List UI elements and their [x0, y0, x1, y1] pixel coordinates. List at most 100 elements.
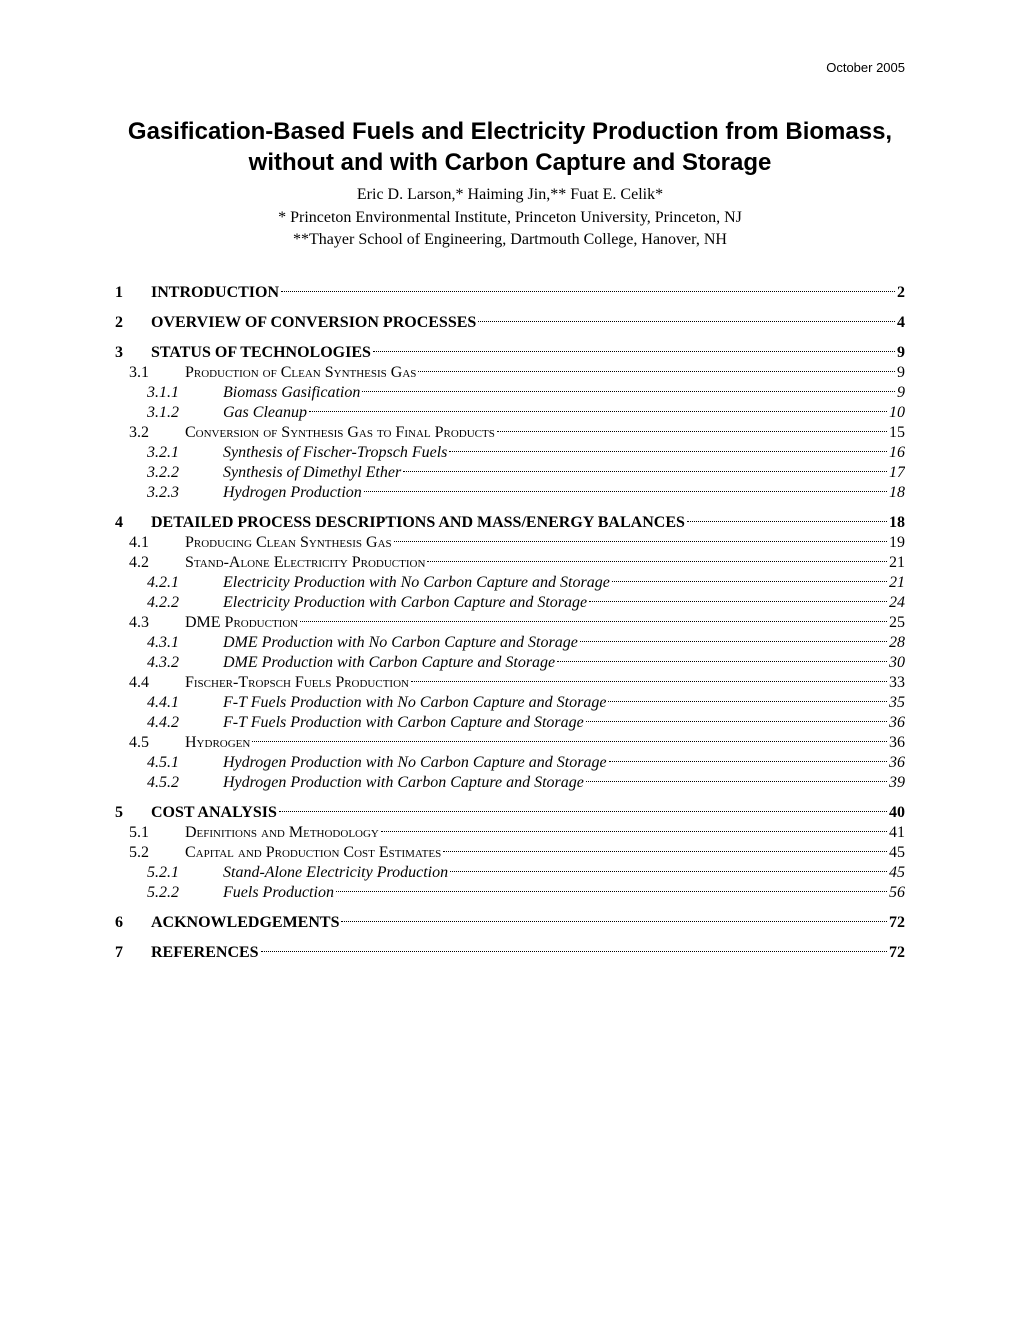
- toc-entry[interactable]: 4.4.2F-T Fuels Production with Carbon Ca…: [115, 714, 905, 732]
- toc-entry-number: 3.2.2: [147, 464, 223, 482]
- toc-entry-page: 72: [889, 914, 905, 932]
- toc-entry[interactable]: 3.1Production of Clean Synthesis Gas 9: [115, 364, 905, 382]
- toc-entry-label: Conversion of Synthesis Gas to Final Pro…: [185, 424, 495, 442]
- toc-leader: [449, 451, 887, 452]
- toc-entry[interactable]: 3.1.1Biomass Gasification 9: [115, 384, 905, 402]
- toc-entry-label: DME Production with Carbon Capture and S…: [223, 654, 555, 672]
- header-date: October 2005: [826, 60, 905, 75]
- toc-entry[interactable]: 4.4.1F-T Fuels Production with No Carbon…: [115, 694, 905, 712]
- toc-entry-number: 4.4.1: [147, 694, 223, 712]
- toc-entry-label: Hydrogen Production: [223, 484, 362, 502]
- toc-entry-page: 9: [897, 344, 905, 362]
- toc-entry-page: 21: [889, 574, 905, 592]
- toc-entry[interactable]: 4.1Producing Clean Synthesis Gas 19: [115, 534, 905, 552]
- toc-entry[interactable]: 4.2.2Electricity Production with Carbon …: [115, 594, 905, 612]
- toc-entry-page: 17: [889, 464, 905, 482]
- toc-entry[interactable]: 4.2.1Electricity Production with No Carb…: [115, 574, 905, 592]
- toc-leader: [557, 661, 887, 662]
- toc-entry-page: 21: [889, 554, 905, 572]
- toc-entry[interactable]: 3.2.2Synthesis of Dimethyl Ether 17: [115, 464, 905, 482]
- toc-entry-number: 4.2.1: [147, 574, 223, 592]
- toc-entry-label: Producing Clean Synthesis Gas: [185, 534, 392, 552]
- toc-leader: [279, 811, 887, 812]
- toc-entry[interactable]: 4.3.2DME Production with Carbon Capture …: [115, 654, 905, 672]
- toc-entry-label: Introduction: [151, 284, 279, 302]
- toc-leader: [427, 561, 887, 562]
- toc-entry-label: Fischer-Tropsch Fuels Production: [185, 674, 409, 692]
- toc-entry-page: 10: [889, 404, 905, 422]
- toc-leader: [443, 851, 887, 852]
- toc-entry[interactable]: 3.2.3Hydrogen Production 18: [115, 484, 905, 502]
- toc-entry[interactable]: 4.3.1DME Production with No Carbon Captu…: [115, 634, 905, 652]
- toc-entry[interactable]: 5.2.1Stand-Alone Electricity Production …: [115, 864, 905, 882]
- toc-entry[interactable]: 3Status of Technologies 9: [115, 344, 905, 362]
- toc-leader: [612, 581, 887, 582]
- toc-entry-label: Electricity Production with No Carbon Ca…: [223, 574, 610, 592]
- toc-entry-number: 4.3.1: [147, 634, 223, 652]
- toc-entry[interactable]: 5.1Definitions and Methodology 41: [115, 824, 905, 842]
- toc-entry-page: 2: [897, 284, 905, 302]
- toc-leader: [418, 371, 895, 372]
- toc-entry[interactable]: 5.2Capital and Production Cost Estimates…: [115, 844, 905, 862]
- toc-entry[interactable]: 4.2Stand-Alone Electricity Production 21: [115, 554, 905, 572]
- toc-entry-label: Hydrogen Production with Carbon Capture …: [223, 774, 584, 792]
- toc-entry-number: 4.5: [129, 734, 185, 752]
- toc-entry-label: Stand-Alone Electricity Production: [185, 554, 425, 572]
- toc-entry[interactable]: 4.5Hydrogen 36: [115, 734, 905, 752]
- toc-entry-label: F-T Fuels Production with Carbon Capture…: [223, 714, 584, 732]
- toc-leader: [589, 601, 887, 602]
- toc-entry-number: 5.1: [129, 824, 185, 842]
- toc-entry-number: 5.2.1: [147, 864, 223, 882]
- toc-entry[interactable]: 3.2.1Synthesis of Fischer-Tropsch Fuels …: [115, 444, 905, 462]
- toc-entry-number: 4.4.2: [147, 714, 223, 732]
- toc-leader: [411, 681, 887, 682]
- toc-entry[interactable]: 5.2.2Fuels Production 56: [115, 884, 905, 902]
- toc-entry-page: 36: [889, 754, 905, 772]
- toc-entry[interactable]: 4.5.2Hydrogen Production with Carbon Cap…: [115, 774, 905, 792]
- toc-entry-page: 72: [889, 944, 905, 962]
- toc-leader: [341, 921, 887, 922]
- toc-entry[interactable]: 4.3DME Production 25: [115, 614, 905, 632]
- table-of-contents: 1Introduction 22Overview of Conversion P…: [115, 284, 905, 962]
- toc-leader: [586, 721, 887, 722]
- toc-leader: [394, 541, 887, 542]
- toc-entry-page: 9: [897, 384, 905, 402]
- toc-leader: [381, 831, 887, 832]
- toc-entry-page: 18: [889, 484, 905, 502]
- toc-leader: [362, 391, 895, 392]
- toc-entry-page: 9: [897, 364, 905, 382]
- toc-entry-number: 3: [115, 344, 151, 362]
- toc-entry-number: 4.2: [129, 554, 185, 572]
- toc-entry[interactable]: 5Cost Analysis 40: [115, 804, 905, 822]
- affiliation-2: **Thayer School of Engineering, Dartmout…: [115, 229, 905, 251]
- authors-line: Eric D. Larson,* Haiming Jin,** Fuat E. …: [115, 184, 905, 206]
- toc-entry-number: 7: [115, 944, 151, 962]
- toc-entry-page: 41: [889, 824, 905, 842]
- toc-entry-label: DME Production with No Carbon Capture an…: [223, 634, 578, 652]
- toc-entry-label: Synthesis of Dimethyl Ether: [223, 464, 401, 482]
- toc-entry-number: 1: [115, 284, 151, 302]
- toc-entry-page: 18: [889, 514, 905, 532]
- toc-entry-number: 4.5.2: [147, 774, 223, 792]
- toc-entry[interactable]: 4Detailed Process Descriptions and Mass/…: [115, 514, 905, 532]
- toc-entry-number: 4.2.2: [147, 594, 223, 612]
- toc-entry-label: Status of Technologies: [151, 344, 371, 362]
- title-block: Gasification-Based Fuels and Electricity…: [115, 116, 905, 252]
- toc-entry-number: 4.3: [129, 614, 185, 632]
- toc-entry[interactable]: 3.1.2Gas Cleanup 10: [115, 404, 905, 422]
- toc-leader: [309, 411, 887, 412]
- toc-entry[interactable]: 3.2Conversion of Synthesis Gas to Final …: [115, 424, 905, 442]
- toc-entry[interactable]: 7References 72: [115, 944, 905, 962]
- toc-entry[interactable]: 4.4Fischer-Tropsch Fuels Production 33: [115, 674, 905, 692]
- toc-entry-number: 4.4: [129, 674, 185, 692]
- toc-entry[interactable]: 2Overview of Conversion Processes 4: [115, 314, 905, 332]
- toc-entry-page: 4: [897, 314, 905, 332]
- toc-entry[interactable]: 4.5.1Hydrogen Production with No Carbon …: [115, 754, 905, 772]
- toc-entry[interactable]: 1Introduction 2: [115, 284, 905, 302]
- toc-entry[interactable]: 6Acknowledgements 72: [115, 914, 905, 932]
- toc-entry-label: Overview of Conversion Processes: [151, 314, 476, 332]
- toc-entry-page: 45: [889, 844, 905, 862]
- toc-entry-label: F-T Fuels Production with No Carbon Capt…: [223, 694, 606, 712]
- toc-entry-page: 28: [889, 634, 905, 652]
- toc-leader: [364, 491, 887, 492]
